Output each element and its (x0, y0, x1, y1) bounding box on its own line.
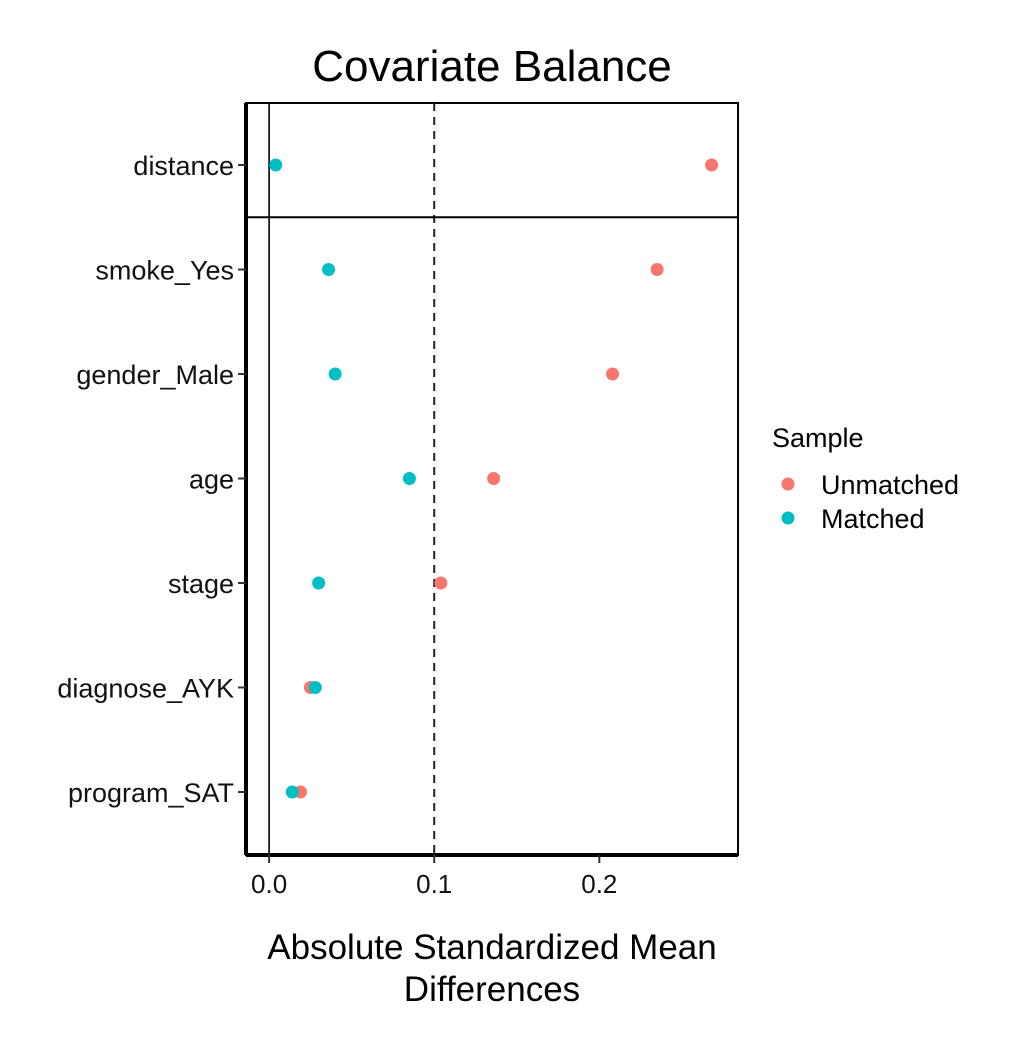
matched-point-smoke-yes (322, 263, 336, 276)
matched-point-stage (312, 576, 326, 590)
unmatched-point-gender-male (606, 367, 620, 381)
matched-point-age (402, 472, 416, 485)
legend-title: Sample (772, 423, 864, 453)
matched-legend-key (781, 511, 795, 525)
y-tick-label: age (189, 465, 234, 495)
y-tick-label: distance (133, 151, 234, 181)
matched-legend-label: Matched (821, 504, 925, 534)
y-tick-label: diagnose_AYK (57, 674, 234, 704)
matched-point-diagnose-ayk (308, 681, 322, 694)
matched-point-program-sat (285, 785, 299, 799)
x-tick-labels: 0.0 0.1 0.2 (251, 855, 617, 899)
chart-marks (246, 103, 738, 855)
unmatched-legend-key (781, 477, 795, 491)
x-axis-label-line-2: Differences (404, 970, 580, 1009)
y-tick-label: gender_Male (76, 360, 234, 390)
y-tick-label: program_SAT (68, 778, 234, 808)
y-tick-label: smoke_Yes (95, 256, 234, 286)
x-tick-label: 0.0 (251, 869, 287, 899)
unmatched-legend-label: Unmatched (821, 470, 959, 500)
unmatched-point-age (487, 472, 501, 485)
y-tick-label: stage (168, 569, 234, 599)
unmatched-point-distance (705, 158, 719, 172)
legend: Sample Unmatched Matched (772, 423, 959, 534)
matched-point-gender-male (328, 367, 342, 381)
x-tick-label: 0.1 (416, 869, 452, 899)
chart-title: Covariate Balance (312, 42, 672, 91)
matched-point-distance (269, 158, 283, 172)
unmatched-point-stage (434, 576, 448, 590)
unmatched-point-smoke-yes (650, 263, 664, 276)
x-axis-label-line-1: Absolute Standardized Mean (267, 928, 716, 967)
x-tick-label: 0.2 (581, 869, 617, 899)
